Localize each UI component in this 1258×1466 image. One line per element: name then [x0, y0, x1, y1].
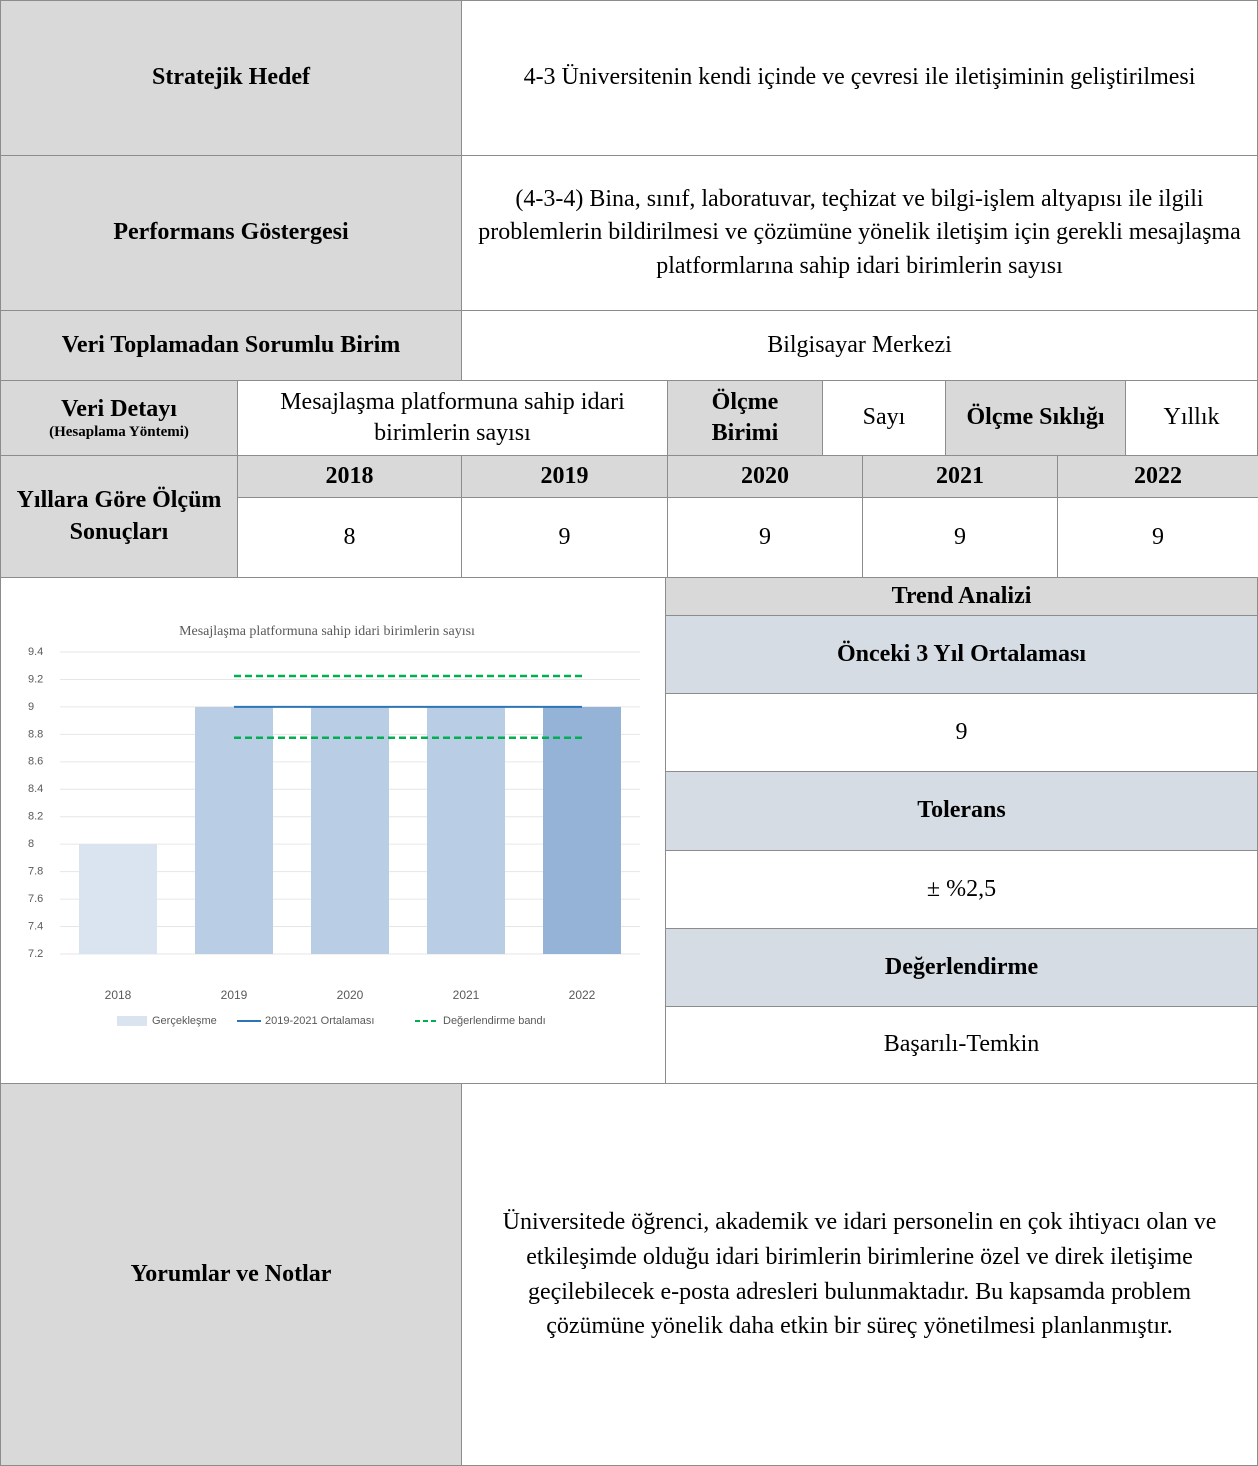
value-cell: 4-3 Üniversitenin kendi içinde ve çevres…	[461, 0, 1258, 156]
chart-cell	[0, 577, 666, 1084]
value-cell: Üniversitede öğrenci, akademik ve idari …	[461, 1083, 1258, 1466]
year-cell: 2022	[1057, 455, 1258, 499]
y-tick-label: 7.6	[28, 893, 43, 905]
bar	[427, 706, 505, 954]
value-cell: Bilgisayar Merkezi	[461, 310, 1258, 381]
value-cell: ± %2,5	[665, 850, 1258, 929]
label-cell: Yıllara Göre Ölçüm Sonuçları	[0, 455, 238, 578]
x-tick-label: 2020	[337, 988, 364, 1002]
year-cell: 2020	[667, 455, 863, 499]
bar	[311, 706, 389, 954]
label-cell: Tolerans	[665, 771, 1258, 851]
label: Veri Detayı	[61, 395, 177, 422]
y-tick-label: 7.4	[28, 920, 43, 932]
legend-label: Değerlendirme bandı	[443, 1015, 546, 1027]
legend-label: Gerçekleşme	[152, 1015, 217, 1027]
bar	[543, 706, 621, 954]
result-cell: 9	[1057, 497, 1258, 578]
year-cell: 2021	[862, 455, 1058, 499]
value-cell: Yıllık	[1125, 380, 1258, 456]
label-cell: Yorumlar ve Notlar	[0, 1083, 462, 1466]
y-tick-label: 8.8	[28, 728, 43, 740]
legend-label: 2019-2021 Ortalaması	[265, 1015, 374, 1027]
y-tick-label: 8.2	[28, 811, 43, 823]
label-cell: Önceki 3 Yıl Ortalaması	[665, 615, 1258, 694]
x-tick-label: 2019	[221, 988, 248, 1002]
value-cell: Sayı	[822, 380, 946, 456]
result-cell: 9	[862, 497, 1058, 578]
y-tick-label: 9.4	[28, 646, 43, 658]
label-cell: Ölçme Birimi	[667, 380, 823, 456]
value-cell: (4-3-4) Bina, sınıf, laboratuvar, teçhiz…	[461, 155, 1258, 311]
sublabel: (Hesaplama Yöntemi)	[49, 424, 189, 441]
bar	[195, 706, 273, 954]
bar	[79, 844, 157, 954]
result-cell: 8	[237, 497, 462, 578]
label-cell: Stratejik Hedef	[0, 0, 462, 156]
y-tick-label: 7.2	[28, 948, 43, 960]
result-cell: 9	[461, 497, 668, 578]
y-tick-label: 8	[28, 838, 34, 850]
label-cell: Değerlendirme	[665, 928, 1258, 1007]
y-tick-label: 8.6	[28, 756, 43, 768]
year-cell: 2018	[237, 455, 462, 499]
y-tick-label: 9	[28, 701, 34, 713]
chart: Mesajlaşma platformuna sahip idari birim…	[28, 624, 640, 1027]
result-cell: 9	[667, 497, 863, 578]
label-cell: Ölçme Sıklığı	[945, 380, 1126, 456]
x-tick-label: 2018	[105, 988, 132, 1002]
label-cell: Trend Analizi	[665, 577, 1258, 616]
value-cell: Başarılı-Temkin	[665, 1006, 1258, 1084]
y-tick-label: 8.4	[28, 783, 43, 795]
y-tick-label: 7.8	[28, 866, 43, 878]
legend-swatch	[117, 1016, 147, 1026]
label-cell: Performans Göstergesi	[0, 155, 462, 311]
value-cell: 9	[665, 693, 1258, 772]
chart-title: Mesajlaşma platformuna sahip idari birim…	[179, 624, 475, 639]
label-cell: Veri Toplamadan Sorumlu Birim	[0, 310, 462, 381]
y-tick-label: 9.2	[28, 673, 43, 685]
x-tick-label: 2021	[453, 988, 480, 1002]
x-tick-label: 2022	[569, 988, 596, 1002]
value-cell: Mesajlaşma platformuna sahip idari birim…	[237, 380, 668, 456]
year-cell: 2019	[461, 455, 668, 499]
label-cell: Veri Detayı (Hesaplama Yöntemi)	[0, 380, 238, 456]
